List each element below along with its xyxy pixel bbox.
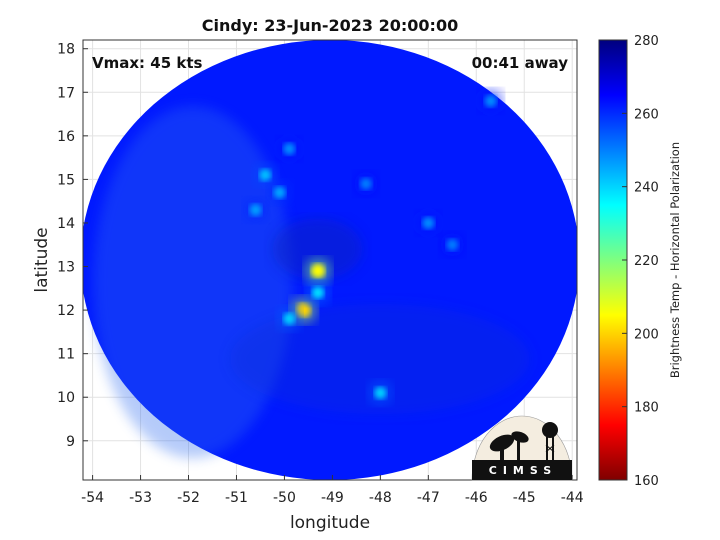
time-offset-annotation: 00:41 away [472,54,569,72]
chart-title: Cindy: 23-Jun-2023 20:00:00 [202,16,458,35]
y-tick-label: 16 [57,129,75,145]
y-axis-label: latitude [32,227,52,292]
y-tick-label: 18 [57,42,75,58]
feature-layer [243,88,503,405]
colorbar-tick-label: 220 [634,254,659,269]
x-axis-label: longitude [290,513,370,533]
y-axis-ticks: 9 10 11 12 13 14 15 16 17 18 [57,42,88,450]
x-tick-label: -49 [321,490,344,506]
logo-banner [472,460,572,480]
feature-cell [446,238,459,251]
feature-cell [283,142,296,155]
feature-cell [374,386,387,399]
x-tick-label: -53 [129,490,152,506]
swath-band [272,218,363,280]
feature-cell [312,286,325,299]
x-tick-label: -54 [81,490,104,506]
colorbar-tick-label: 240 [634,181,659,196]
x-tick-label: -45 [513,490,536,506]
feature-cell [259,169,272,182]
colorbar-ticks: 160 180 200 220 240 260 280 [622,34,659,489]
feature-cell [359,177,372,190]
plot-area: -54 -53 -52 -51 -50 -49 -48 -47 -46 -45 -44 9 10 11 1… [57,39,584,506]
swath-band [230,304,530,414]
x-tick-label: -46 [465,490,488,506]
y-tick-label: 15 [57,172,75,188]
y-tick-label: 14 [57,216,75,232]
axes-frame [82,39,578,481]
logo-text: CIMSS [489,464,557,477]
logo-tower-icon [542,422,558,460]
x-tick-label: -48 [369,490,392,506]
feature-cell [422,216,435,229]
swath-layer [83,40,577,480]
y-tick-label: 12 [57,303,75,319]
cimss-logo: CIMSS [471,415,573,481]
y-tick-label: 9 [66,434,75,450]
logo-dish-icon [489,431,529,460]
colorbar-tick-label: 280 [634,34,659,49]
colorbar-tick-label: 200 [634,327,659,342]
y-tick-label: 17 [57,85,75,101]
x-axis-ticks: -54 -53 -52 -51 -50 -49 -48 -47 -46 -45 -44 [81,475,584,506]
colorbar: 160 180 200 220 240 260 280 Brightness Temp - … [598,34,682,489]
colorbar-tick-label: 260 [634,107,659,122]
y-tick-label: 11 [57,347,75,363]
y-tick-label: 10 [57,390,75,406]
feature-cell [296,303,311,318]
feature-cell [283,312,296,325]
swath-band [93,106,293,458]
feature-cell [249,203,262,216]
x-tick-label: -47 [417,490,440,506]
x-tick-label: -44 [561,490,584,506]
feature-cell [273,186,286,199]
colorbar-tick-label: 160 [634,474,659,489]
feature-cell [484,94,497,107]
y-tick-label: 13 [57,260,75,276]
vmax-annotation: Vmax: 45 kts [92,54,202,72]
feature-cell [311,263,326,278]
colorbar-tick-label: 180 [634,401,659,416]
colorbar-label: Brightness Temp - Horizontal Polarizatio… [668,142,682,378]
x-tick-label: -52 [177,490,200,506]
x-tick-label: -51 [225,490,248,506]
x-tick-label: -50 [273,490,296,506]
